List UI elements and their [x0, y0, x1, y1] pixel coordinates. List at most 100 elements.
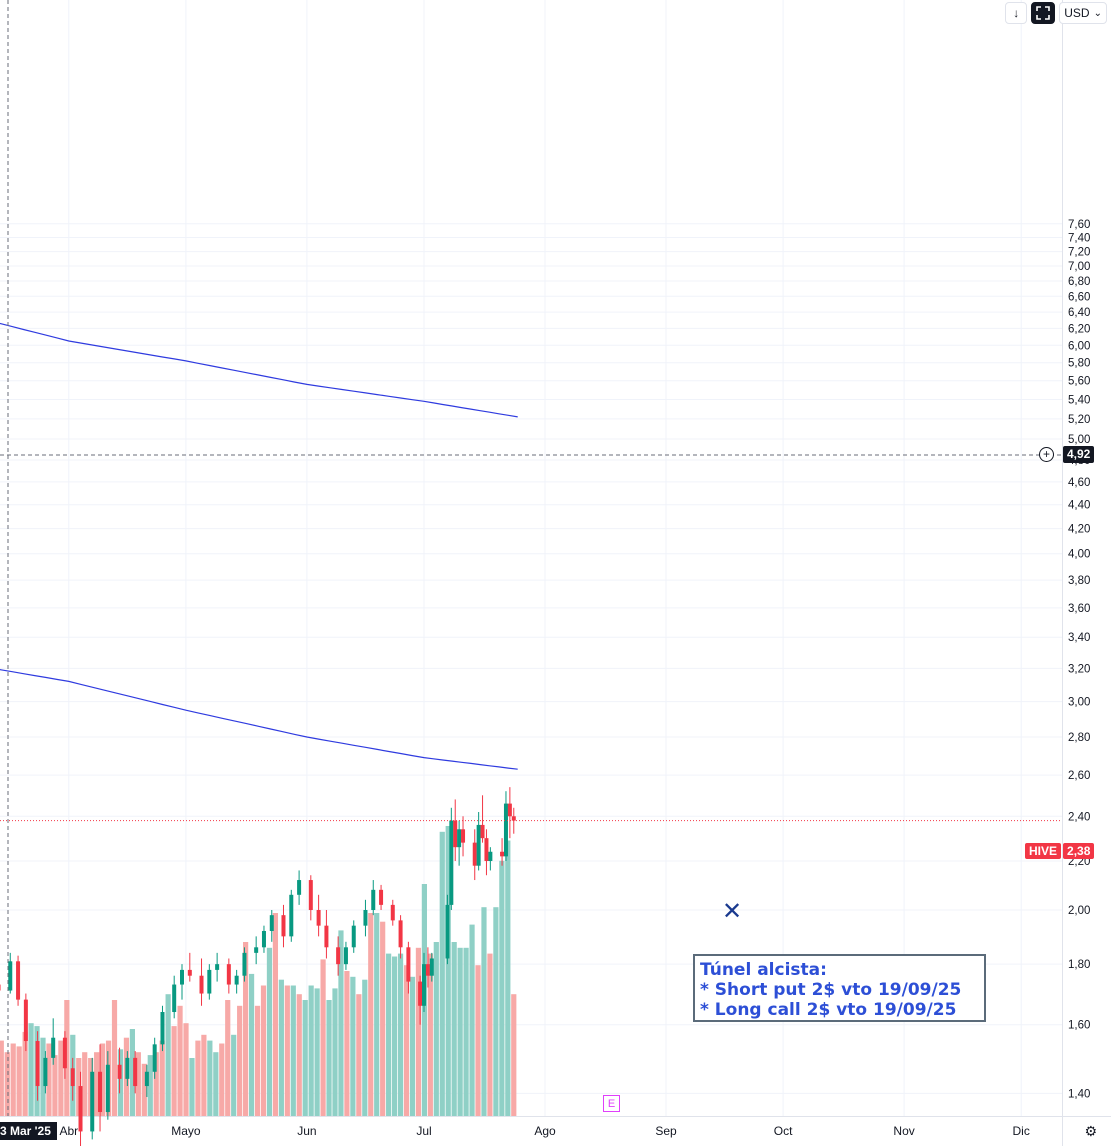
fullscreen-icon: [1036, 6, 1051, 20]
candle-body: [488, 851, 493, 862]
gear-icon[interactable]: ⚙: [1084, 1123, 1097, 1139]
candle-body: [144, 1071, 149, 1087]
price-tick-label: 3,20: [1068, 663, 1090, 675]
price-tick-label: 3,00: [1068, 697, 1090, 709]
volume-bar: [362, 979, 368, 1116]
volume-bar: [290, 985, 296, 1116]
candle-body: [476, 824, 481, 866]
volume-bar: [266, 947, 273, 1116]
candle-body: [511, 816, 516, 821]
volume-bar: [28, 1023, 34, 1116]
price-tick-label: 6,00: [1068, 340, 1090, 352]
price-tick-label: 6,20: [1068, 323, 1090, 335]
volume-bar: [52, 1055, 58, 1116]
chevron-down-icon: ⌄: [1093, 7, 1102, 19]
ma-short-line: [0, 669, 518, 770]
volume-bar: [189, 1058, 195, 1116]
time-axis[interactable]: Abr Mayo Jun Jul Ago Sep Oct Nov Dic: [59, 1124, 1029, 1138]
last-price-tag: HIVE 2,38: [1025, 843, 1095, 859]
volume-bar: [338, 930, 344, 1116]
volume-bar: [99, 1043, 106, 1116]
volume-bar: [451, 942, 457, 1116]
volume-bar: [260, 985, 267, 1116]
volume-bar: [350, 976, 356, 1116]
price-tick-label: 7,60: [1068, 219, 1090, 231]
candlesticks: [0, 787, 516, 1146]
volume-bar: [117, 1049, 124, 1116]
fullscreen-button[interactable]: [1031, 2, 1056, 24]
annotation-line-2: * Long call 2$ vto 19/09/25: [700, 1000, 957, 1020]
price-tick-label: 6,80: [1068, 276, 1090, 288]
candle-body: [160, 1012, 165, 1045]
candle-body: [117, 1064, 122, 1079]
volume-bar: [153, 1052, 159, 1116]
add-alert-icon[interactable]: +: [1039, 447, 1054, 462]
candle-body: [371, 889, 376, 910]
time-tick-label: Oct: [774, 1124, 793, 1138]
text-annotation[interactable]: Túnel alcista: * Short put 2$ vto 19/09/…: [693, 954, 986, 1022]
price-tick-label: 1,40: [1068, 1088, 1090, 1100]
volume-bar: [433, 942, 439, 1116]
volume-bar: [94, 1052, 100, 1116]
price-tick-label: 1,60: [1068, 1020, 1090, 1032]
volume-bar: [225, 1000, 231, 1116]
volume-bar: [183, 1023, 189, 1116]
price-tick-label: 7,40: [1068, 232, 1090, 244]
volume-bar: [278, 979, 284, 1116]
volume-bar: [82, 1052, 88, 1116]
crosshair: [0, 0, 1062, 1116]
candle-body: [242, 952, 247, 976]
candle-body: [152, 1044, 157, 1072]
candle-body: [324, 925, 329, 948]
cross-marker[interactable]: ✕: [722, 897, 743, 925]
volume-bar: [171, 1026, 177, 1116]
chart-toolbar: ↓ USD ⌄: [1005, 2, 1107, 24]
price-tick-label: 5,80: [1068, 358, 1090, 370]
candle-body: [379, 889, 384, 905]
candle-body: [445, 904, 450, 959]
candle-body: [343, 947, 348, 965]
price-tick-label: 2,20: [1068, 856, 1090, 868]
candle-body: [199, 975, 204, 994]
volume-bar: [10, 1043, 16, 1116]
price-tick-label: 7,00: [1068, 261, 1090, 273]
price-axis[interactable]: 1,40 1,60 1,80 2,00 2,20 2,40 2,60 2,80 3,00 3,20…: [1068, 219, 1090, 1101]
price-tick-label: 3,60: [1068, 603, 1090, 615]
currency-select[interactable]: USD ⌄: [1059, 2, 1107, 24]
volume-bar: [386, 953, 392, 1116]
candle-body: [281, 915, 286, 937]
volume-bar: [475, 965, 481, 1116]
volume-bar: [0, 1040, 4, 1116]
volume-bar: [46, 1043, 52, 1116]
time-tick-label: Sep: [655, 1124, 677, 1138]
time-tick-label: Dic: [1013, 1124, 1030, 1138]
volume-bar: [403, 965, 410, 1116]
moving-averages: [0, 322, 518, 770]
volume-bar: [326, 1000, 332, 1116]
candle-body: [406, 947, 411, 982]
crosshair-price-label: 4,92: [1063, 446, 1095, 463]
candle-body: [472, 842, 477, 866]
price-tick-label: 2,40: [1068, 811, 1090, 823]
volume-bar: [296, 994, 302, 1116]
ma-long-line: [0, 322, 518, 418]
time-tick-label: Nov: [893, 1124, 914, 1138]
volume-bar: [511, 994, 517, 1116]
crosshair-date-label: 3 Mar '25: [0, 1122, 57, 1140]
volume-bar: [213, 1052, 219, 1116]
volume-bar: [391, 956, 398, 1116]
volume-bar: [111, 1000, 118, 1116]
price-tick-label: 5,00: [1068, 434, 1090, 446]
candle-body: [90, 1071, 95, 1132]
time-tick-label: Jun: [297, 1124, 316, 1138]
candle-body: [289, 894, 294, 937]
scroll-down-button[interactable]: ↓: [1005, 2, 1028, 24]
price-tick-label: 5,40: [1068, 394, 1090, 406]
price-tick-label: 1,80: [1068, 959, 1090, 971]
volume-bar: [427, 953, 433, 1116]
price-tick-label: 2,00: [1068, 905, 1090, 917]
volume-bar: [308, 985, 314, 1116]
earnings-badge[interactable]: E: [603, 1095, 620, 1112]
